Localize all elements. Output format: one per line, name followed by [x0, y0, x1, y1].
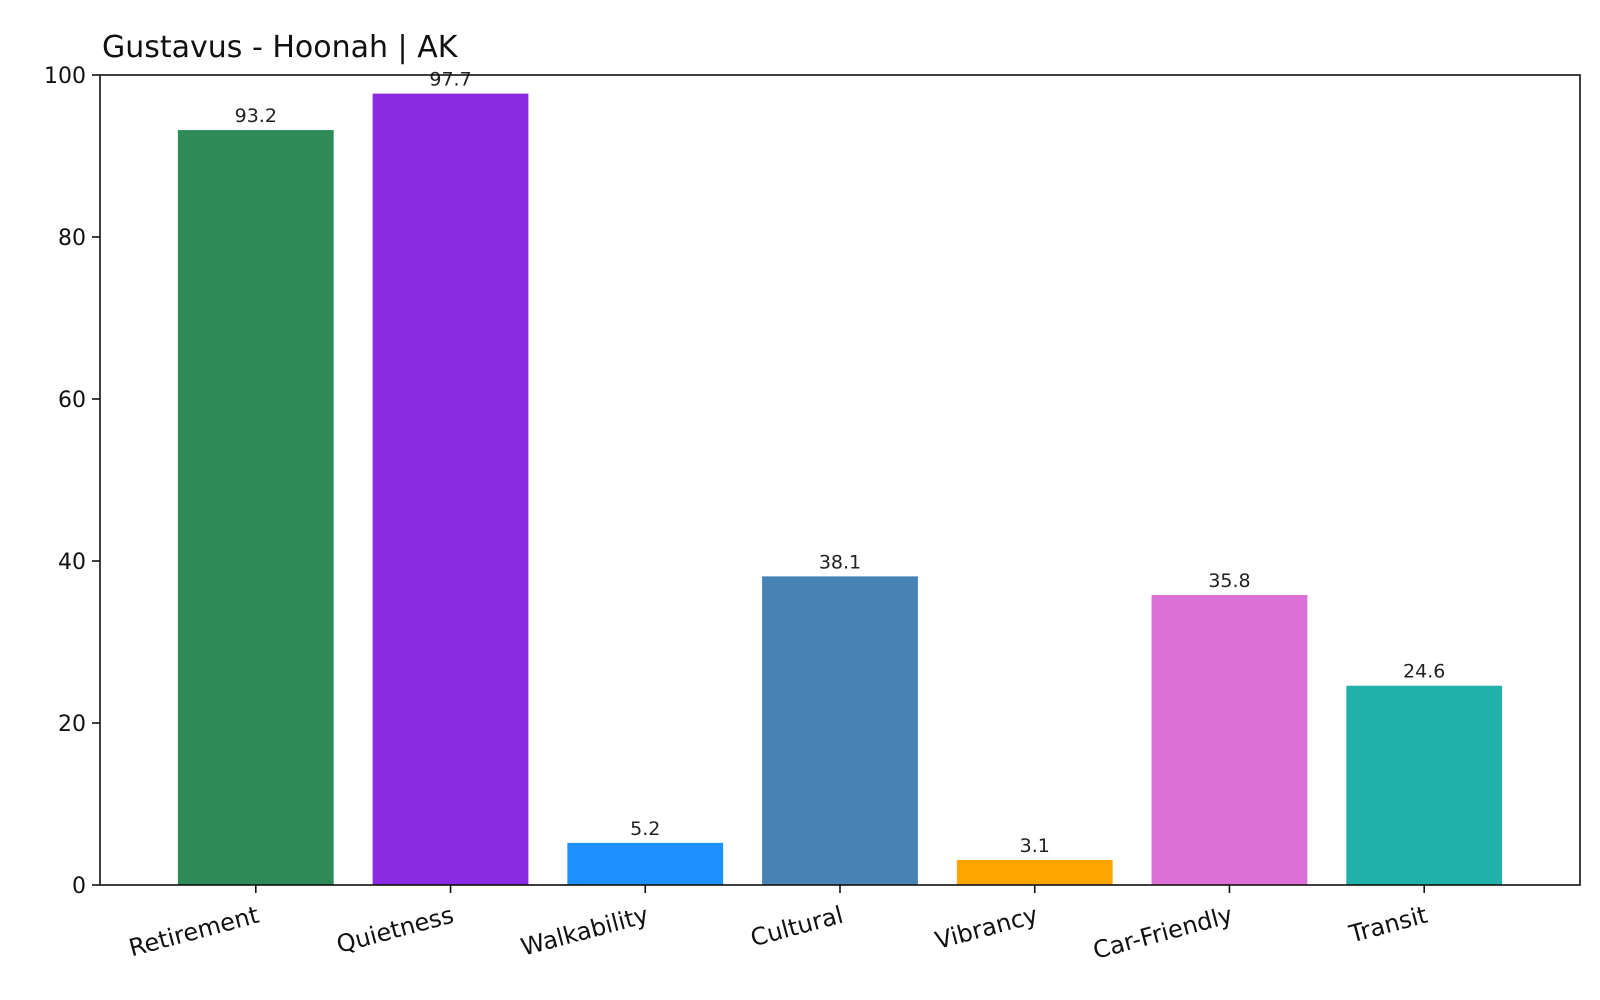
chart-title: Gustavus - Hoonah | AK [102, 30, 459, 65]
y-tick-label: 100 [44, 64, 86, 89]
data-label-quietness: 97.7 [429, 69, 471, 91]
data-labels-layer: 93.2 97.7 5.2 38.1 3.1 35.8 24.6 [235, 69, 1446, 857]
plot-frame [99, 74, 1581, 886]
data-label-walkability: 5.2 [630, 818, 660, 840]
data-label-car-friendly: 35.8 [1208, 570, 1250, 592]
data-label-cultural: 38.1 [819, 551, 861, 573]
bar-retirement [177, 130, 334, 885]
x-tick-label-transit: Transit [1345, 901, 1430, 949]
y-tick-label: 60 [58, 388, 86, 413]
y-axis: 0 20 40 60 80 100 [44, 64, 100, 899]
x-tick-label-vibrancy: Vibrancy [932, 901, 1041, 955]
x-tick-label-walkability: Walkability [518, 901, 651, 962]
x-tick-label-quietness: Quietness [334, 901, 457, 959]
y-tick-label: 40 [58, 550, 86, 575]
y-tick-label: 80 [58, 226, 86, 251]
bar-car-friendly [1151, 595, 1308, 885]
bar-quietness [372, 93, 529, 885]
x-tick-label-car-friendly: Car-Friendly [1090, 901, 1236, 965]
bars-layer [177, 93, 1503, 885]
x-tick-label-retirement: Retirement [126, 901, 262, 963]
bar-vibrancy [956, 859, 1113, 885]
x-axis: Retirement Quietness Walkability Cultural Vi… [126, 885, 1430, 965]
data-label-vibrancy: 3.1 [1020, 835, 1050, 857]
data-label-retirement: 93.2 [235, 105, 277, 127]
bar-transit [1346, 685, 1503, 885]
y-tick-label: 20 [58, 712, 86, 737]
bar-walkability [567, 842, 724, 885]
x-tick-label-cultural: Cultural [748, 901, 847, 953]
data-label-transit: 24.6 [1403, 661, 1445, 683]
bar-cultural [762, 576, 918, 885]
y-tick-label: 0 [72, 874, 86, 899]
